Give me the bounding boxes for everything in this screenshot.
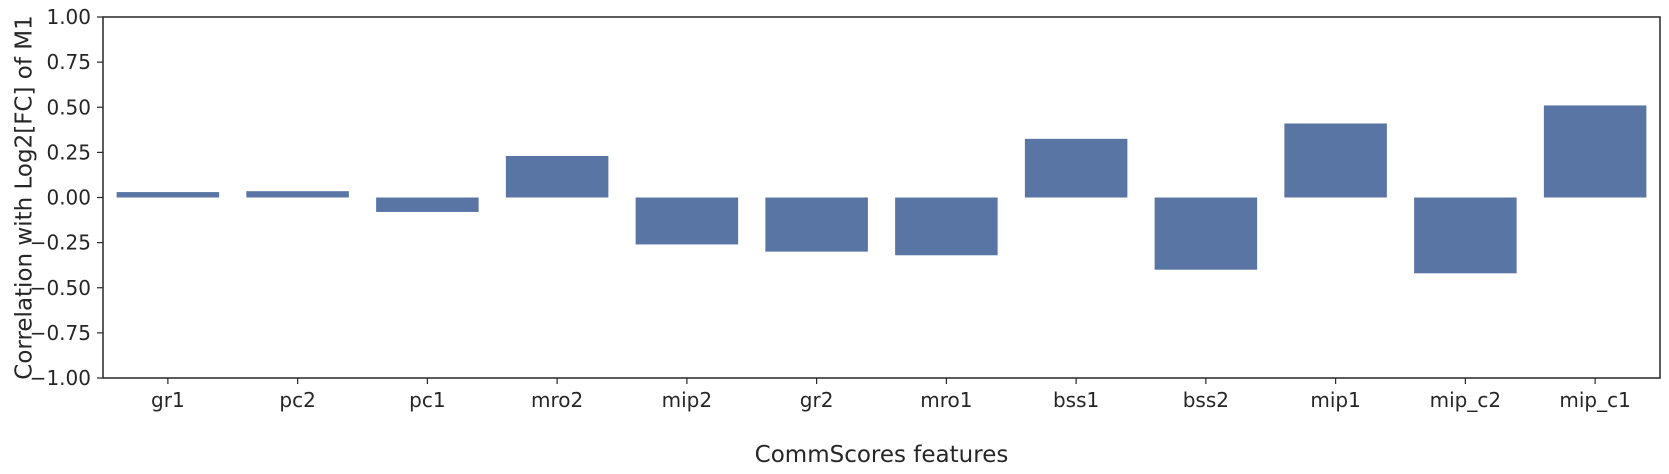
x-tick-label: mro2 (531, 388, 583, 412)
x-axis-label: CommScores features (755, 442, 1009, 468)
bar-pc2 (246, 191, 349, 198)
y-tick-label: −0.75 (30, 321, 91, 345)
bar-mip_c2 (1414, 197, 1517, 274)
y-tick-label: −0.50 (30, 276, 91, 300)
y-tick-label: 1.00 (46, 5, 91, 29)
x-tick-label: mip1 (1310, 388, 1360, 412)
x-tick-label: pc1 (409, 388, 445, 412)
x-tick-label: mro1 (920, 388, 972, 412)
y-tick-label: −0.25 (30, 231, 91, 255)
plot-frame (102, 16, 1661, 379)
y-tick-label: 0.75 (46, 50, 91, 74)
y-tick-label: −1.00 (30, 366, 91, 390)
bar-mip_c1 (1543, 105, 1647, 198)
x-tick-label: bss2 (1183, 388, 1229, 412)
bar-mip2 (635, 197, 739, 245)
bar-mro2 (505, 155, 609, 198)
x-axis-ticks: gr1 pc2 pc1 mro2 mip2 gr2 mro1 bss1 bss2 mip1 mip_… (151, 378, 1631, 412)
x-tick-label: gr1 (151, 388, 185, 412)
bar-pc1 (376, 197, 479, 212)
y-tick-label: 0.50 (46, 95, 91, 119)
bar-bss2 (1154, 197, 1258, 270)
bar-gr2 (765, 197, 868, 252)
x-tick-label: mip2 (662, 388, 712, 412)
bar-mip1 (1284, 123, 1387, 198)
x-tick-label: gr2 (800, 388, 834, 412)
x-tick-label: pc2 (279, 388, 315, 412)
x-tick-label: mip_c1 (1559, 388, 1630, 412)
y-axis-ticks: 1.00 0.75 0.50 0.25 0.00 −0.25 −0.50 −0.75 −1.00 (30, 5, 103, 390)
x-tick-label: bss1 (1053, 388, 1099, 412)
bar-gr1 (116, 192, 220, 198)
bar-bss1 (1024, 138, 1128, 198)
bar-mro1 (895, 197, 998, 256)
bars-group (116, 105, 1647, 274)
y-tick-label: 0.25 (46, 140, 91, 164)
y-axis-label: Correlation with Log2[FC] of M1 (12, 15, 38, 379)
x-tick-label: mip_c2 (1430, 388, 1501, 412)
y-tick-label: 0.00 (46, 186, 91, 210)
